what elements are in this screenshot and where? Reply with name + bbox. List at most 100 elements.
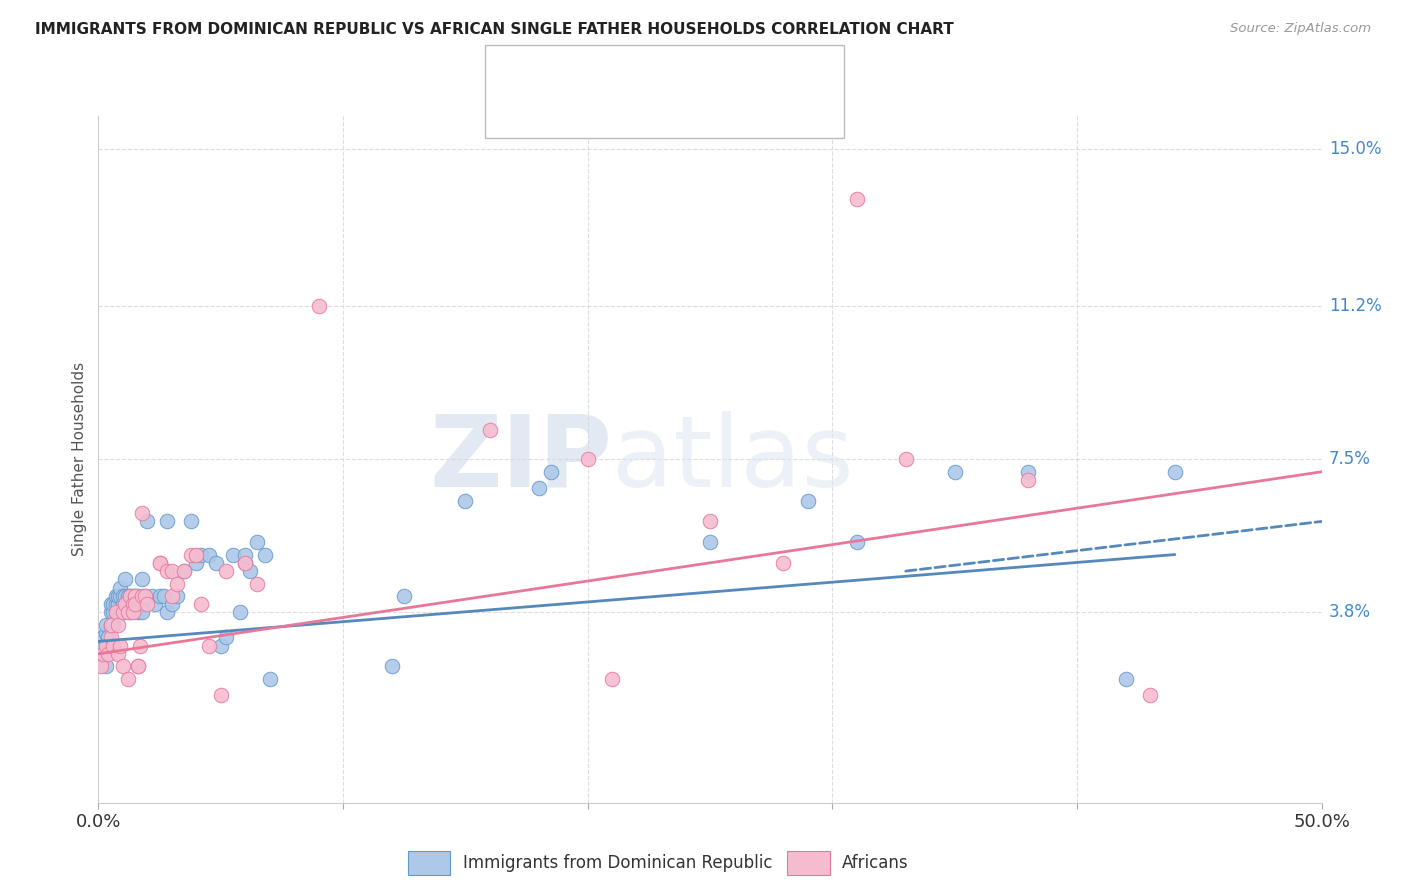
Point (197, 548, 219, 562)
Point (209, 688, 232, 702)
Point (111, 597, 134, 611)
Point (699, 515, 721, 529)
Point (246, 576, 269, 591)
Point (94, 618, 117, 632)
Point (156, 564, 179, 578)
Point (100, 606, 122, 620)
Point (117, 606, 139, 620)
Point (197, 639, 219, 653)
Point (209, 639, 232, 653)
Text: 0.380: 0.380 (592, 62, 648, 79)
Y-axis label: Single Father Households: Single Father Households (72, 362, 87, 557)
Text: Africans: Africans (842, 854, 908, 872)
Text: R =: R = (546, 62, 583, 79)
Point (478, 424, 501, 438)
Point (117, 597, 139, 611)
Point (124, 597, 146, 611)
Point (845, 535, 868, 549)
Text: 52: 52 (728, 103, 754, 121)
Point (107, 618, 129, 632)
FancyBboxPatch shape (408, 851, 450, 875)
Point (111, 589, 134, 603)
Point (117, 589, 139, 603)
Point (173, 564, 195, 578)
Point (107, 647, 129, 661)
Point (214, 564, 236, 578)
Point (111, 606, 134, 620)
Point (1139, 688, 1161, 702)
Point (104, 606, 127, 620)
Point (1017, 473, 1039, 487)
Point (104, 589, 127, 603)
Point (134, 589, 156, 603)
Point (1115, 672, 1137, 686)
Point (246, 535, 269, 549)
Point (129, 639, 152, 653)
Point (222, 548, 245, 562)
Text: 3.8%: 3.8% (1329, 604, 1371, 622)
Point (91, 639, 114, 653)
Text: Immigrants from Dominican Republic: Immigrants from Dominican Republic (463, 854, 772, 872)
Point (110, 639, 132, 653)
Point (699, 535, 721, 549)
Point (94, 659, 117, 673)
Text: N =: N = (665, 62, 720, 79)
Point (131, 506, 153, 520)
Point (111, 606, 134, 620)
Point (233, 556, 256, 570)
Text: N =: N = (665, 103, 720, 121)
Text: IMMIGRANTS FROM DOMINICAN REPUBLIC VS AFRICAN SINGLE FATHER HOUSEHOLDS CORRELATI: IMMIGRANTS FROM DOMINICAN REPUBLIC VS AF… (35, 22, 953, 37)
Point (160, 597, 183, 611)
Point (160, 564, 183, 578)
Point (110, 606, 132, 620)
Point (100, 618, 122, 632)
FancyBboxPatch shape (485, 45, 844, 138)
Point (101, 606, 124, 620)
Point (101, 639, 124, 653)
Point (100, 597, 122, 611)
Point (527, 481, 550, 495)
Point (131, 606, 153, 620)
Point (90, 647, 112, 661)
Point (114, 597, 136, 611)
Text: Source: ZipAtlas.com: Source: ZipAtlas.com (1230, 22, 1371, 36)
Point (104, 597, 127, 611)
Point (120, 589, 142, 603)
Point (1164, 465, 1187, 479)
Point (173, 564, 195, 578)
Point (124, 589, 146, 603)
Point (381, 659, 404, 673)
Point (229, 606, 252, 620)
Point (149, 556, 172, 570)
Point (454, 493, 477, 508)
Point (943, 465, 966, 479)
Text: 11.2%: 11.2% (1329, 297, 1382, 315)
Point (114, 589, 136, 603)
Point (540, 465, 562, 479)
Point (153, 589, 176, 603)
Point (131, 589, 153, 603)
Point (214, 630, 236, 644)
FancyBboxPatch shape (499, 58, 536, 84)
Text: R =: R = (546, 103, 583, 121)
Point (110, 589, 132, 603)
Point (129, 597, 152, 611)
Point (180, 548, 202, 562)
Point (156, 606, 179, 620)
Point (101, 618, 124, 632)
Point (110, 581, 132, 595)
Point (845, 192, 868, 206)
Point (104, 606, 127, 620)
Point (308, 299, 330, 313)
Point (107, 589, 129, 603)
Point (149, 556, 172, 570)
Point (797, 493, 820, 508)
Point (97, 647, 120, 661)
FancyBboxPatch shape (787, 851, 830, 875)
Point (392, 589, 416, 603)
Point (186, 548, 208, 562)
Point (117, 672, 139, 686)
Point (149, 589, 172, 603)
Point (124, 589, 146, 603)
Point (94, 626, 117, 640)
